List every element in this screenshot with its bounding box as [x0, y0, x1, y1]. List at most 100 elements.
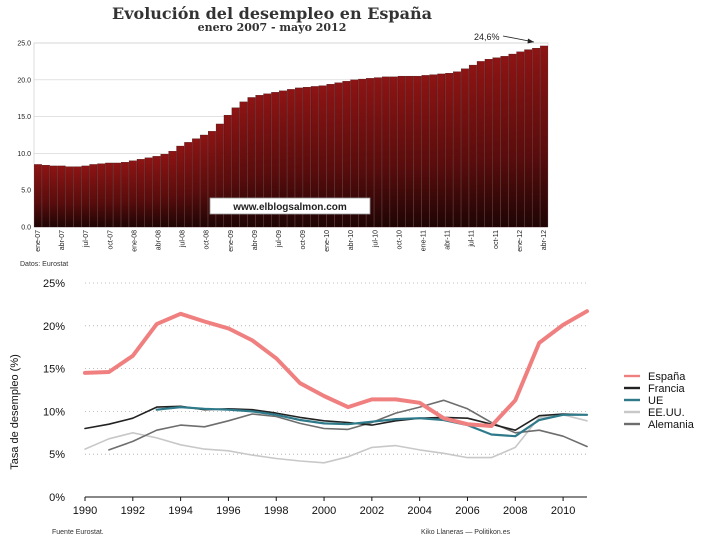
- bar: [184, 142, 193, 228]
- bar: [223, 114, 232, 228]
- bar-x-tick-label: oct-11: [493, 230, 500, 249]
- line-chart-y-axis-label: Tasa de desempleo (%): [9, 354, 21, 470]
- bar: [113, 162, 121, 228]
- bar-x-tick-label: jul-07: [83, 230, 90, 248]
- bar-chart-title: Evolución del desempleo en España: [112, 4, 432, 23]
- bar: [34, 164, 42, 228]
- legend-label: España: [648, 371, 686, 383]
- bar: [381, 76, 390, 228]
- line-plot-area: 0% 5% 10% 15% 20% 25% 1990 1992 1994 1996 1998 2000…: [43, 278, 589, 517]
- bar: [476, 61, 485, 228]
- bar: [318, 85, 327, 228]
- bar: [231, 107, 240, 228]
- bar-x-tick-label: ene-12: [517, 230, 524, 252]
- bar: [484, 59, 493, 228]
- bar-y-tick-label: 10.0: [17, 151, 31, 158]
- bar-x-tick-label: ene-10: [324, 230, 331, 252]
- bar: [453, 71, 461, 228]
- bar-x-tick-label: abr-11: [445, 230, 452, 250]
- series-line-1: [84, 405, 588, 431]
- line-y-tick-label: 5%: [49, 449, 65, 461]
- legend-label: EE.UU.: [648, 407, 685, 419]
- bar: [342, 81, 351, 228]
- line-y-tick-label: 0%: [49, 492, 65, 504]
- bar: [429, 74, 438, 228]
- bar-x-tick-label: jul-10: [372, 230, 379, 248]
- bar: [263, 93, 272, 228]
- bar: [97, 163, 106, 228]
- bar: [247, 97, 256, 228]
- bar: [144, 157, 153, 228]
- bar: [302, 87, 311, 228]
- bar-x-tick-label: ene-08: [131, 230, 138, 252]
- bar: [215, 123, 224, 228]
- bar-x-tick-label: abr-12: [541, 230, 548, 250]
- legend-label: Francia: [648, 383, 686, 395]
- bar: [310, 86, 319, 228]
- bar: [41, 165, 50, 228]
- bar-x-tick-label: jul-11: [469, 230, 476, 248]
- line-x-tick-label: 2002: [360, 505, 384, 517]
- line-y-tick-label: 25%: [43, 278, 65, 290]
- legend-label: UE: [648, 395, 663, 407]
- bar: [271, 92, 280, 228]
- bar: [65, 166, 74, 228]
- legend-label: Alemania: [648, 419, 695, 431]
- line-x-tick-label: 2000: [312, 505, 336, 517]
- bar: [73, 166, 82, 228]
- bar: [81, 165, 90, 228]
- bar-x-tick-label: oct-07: [107, 230, 114, 250]
- line-x-tick-label: 2006: [455, 505, 479, 517]
- bar: [389, 76, 398, 228]
- line-x-tick-label: 1998: [264, 505, 288, 517]
- bar: [295, 87, 303, 228]
- bar: [279, 90, 287, 228]
- bar: [136, 159, 145, 228]
- line-y-tick-label: 10%: [43, 406, 65, 418]
- line-chart-source-right: Kiko Llaneras — Politikon.es: [421, 529, 511, 536]
- bar-x-tick-label: jul-09: [276, 230, 283, 248]
- bar: [437, 73, 446, 228]
- bar: [374, 77, 382, 228]
- line-x-tick-label: 1996: [216, 505, 240, 517]
- line-x-tick-label: 2004: [407, 505, 431, 517]
- bar: [350, 79, 359, 228]
- bar-y-tick-label: 15.0: [17, 114, 31, 121]
- bar-x-tick-label: ene-09: [228, 230, 235, 252]
- bar-x-tick-label: jul-08: [180, 230, 187, 248]
- bar: [413, 75, 422, 228]
- bar-x-tick-label: ene-11: [421, 230, 428, 251]
- bar-x-tick-label: oct-10: [396, 230, 403, 250]
- bar: [468, 64, 477, 228]
- line-chart: Tasa de desempleo (%) 0% 5% 10% 15% 20% 25% 19…: [9, 278, 695, 536]
- bar-x-tick-label: oct-08: [204, 230, 211, 250]
- line-x-tick-label: 2008: [503, 505, 527, 517]
- bar: [121, 162, 129, 228]
- bar: [200, 134, 208, 228]
- bar: [397, 75, 406, 228]
- bar: [192, 138, 201, 228]
- bar: [500, 56, 509, 228]
- bar: [445, 73, 454, 228]
- bar: [168, 151, 177, 228]
- line-x-tick-label: 1990: [73, 505, 97, 517]
- bar: [516, 51, 525, 228]
- line-chart-panel: Tasa de desempleo (%) 0% 5% 10% 15% 20% 25% 19…: [0, 272, 720, 540]
- bar: [176, 145, 185, 228]
- line-x-tick-label: 1992: [121, 505, 145, 517]
- bar: [405, 75, 414, 228]
- watermark-text: www.elblogsalmon.com: [232, 202, 347, 213]
- bar: [89, 164, 98, 228]
- last-value-annotation: 24,6%: [474, 32, 500, 42]
- bar-chart: Evolución del desempleo en España enero …: [17, 4, 549, 268]
- bar-x-tick-label: abr-09: [252, 230, 259, 250]
- bar: [326, 84, 335, 228]
- bar: [461, 68, 469, 228]
- bar: [421, 75, 430, 228]
- bar: [255, 95, 264, 228]
- bar: [152, 156, 161, 228]
- bar-y-tick-label: 5.0: [21, 188, 31, 195]
- line-y-tick-label: 20%: [43, 321, 65, 333]
- series-line-4: [108, 399, 588, 451]
